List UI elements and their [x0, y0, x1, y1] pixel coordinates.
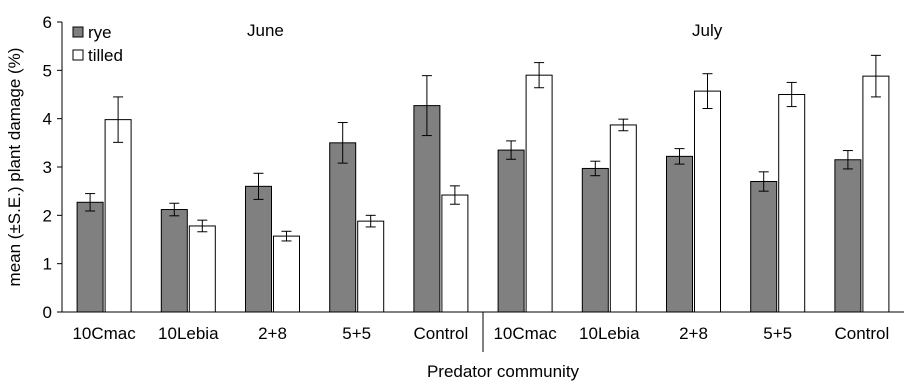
error-bar-tilled [449, 185, 460, 205]
bar-rye [581, 167, 609, 313]
error-bar-tilled [281, 230, 292, 242]
error-bar-rye [590, 160, 601, 177]
bar-rye [245, 185, 272, 313]
x-tick-label: 2+8 [679, 324, 708, 343]
x-tick-label: 2+8 [258, 324, 287, 343]
error-bar-rye [842, 150, 853, 170]
error-bar-rye [674, 148, 685, 165]
bar-tilled [694, 90, 721, 313]
error-bars-layer [85, 54, 881, 242]
legend-label-rye: rye [88, 23, 112, 42]
error-bar-tilled [365, 214, 376, 228]
bar-rye [497, 149, 525, 313]
x-tick-label: 5+5 [342, 324, 371, 343]
x-tick-label: 10Cmac [72, 324, 136, 343]
bar-tilled [525, 74, 553, 313]
bar-tilled [273, 235, 300, 313]
bar-tilled [609, 124, 637, 313]
bar-rye [413, 105, 441, 313]
x-tick-label: Control [413, 324, 468, 343]
error-bar-rye [506, 140, 517, 160]
bar-tilled [104, 119, 132, 313]
error-bar-tilled [534, 62, 545, 89]
y-ticks: 0 1 2 3 4 5 6 [43, 13, 62, 322]
legend: rye tilled [72, 23, 123, 65]
bar-tilled [188, 225, 216, 313]
x-axis-title: Predator community [427, 362, 580, 381]
x-tick-label: 10Lebia [579, 324, 640, 343]
legend-swatch-rye [72, 26, 84, 38]
x-ticks: 10Cmac 10Lebia 2+8 5+5 Control 10Cmac 10Lebia 2… [72, 324, 889, 343]
bar-tilled [357, 220, 385, 313]
bar-tilled [778, 94, 806, 313]
section-label-july: July [692, 21, 723, 40]
x-tick-label: 5+5 [763, 324, 792, 343]
bars-layer [76, 74, 890, 313]
error-bar-tilled [618, 118, 629, 132]
bar-rye [76, 201, 104, 313]
y-tick-label: 5 [43, 61, 52, 80]
error-bar-rye [85, 193, 96, 212]
y-tick-label: 6 [43, 13, 52, 32]
error-bar-rye [253, 172, 264, 200]
y-tick-label: 2 [43, 206, 52, 225]
bar-rye [834, 159, 862, 313]
error-bar-tilled [786, 81, 797, 108]
legend-label-tilled: tilled [88, 46, 123, 65]
error-bar-tilled [113, 96, 124, 143]
y-tick-label: 0 [43, 303, 52, 322]
bar-tilled [441, 194, 469, 313]
error-bar-rye [337, 122, 348, 164]
x-tick-label: 10Lebia [158, 324, 219, 343]
error-bar-tilled [702, 73, 713, 110]
error-bar-tilled [197, 219, 208, 233]
bar-rye [750, 181, 778, 313]
x-tick-label: Control [834, 324, 889, 343]
error-bar-rye [169, 202, 180, 217]
legend-swatch-tilled [72, 49, 84, 61]
y-tick-label: 1 [43, 255, 52, 274]
y-axis-title: mean (±S.E.) plant damage (%) [5, 48, 24, 287]
error-bar-tilled [870, 54, 881, 98]
bar-rye [666, 155, 693, 313]
bar-tilled [862, 75, 890, 313]
error-bar-rye [758, 171, 769, 192]
y-tick-label: 4 [43, 110, 52, 129]
bar-rye [160, 209, 188, 313]
error-bar-rye [421, 75, 432, 137]
bar-rye [329, 142, 357, 313]
axes [61, 22, 904, 352]
section-label-june: June [247, 21, 284, 40]
y-tick-label: 3 [43, 158, 52, 177]
x-tick-label: 10Cmac [493, 324, 557, 343]
